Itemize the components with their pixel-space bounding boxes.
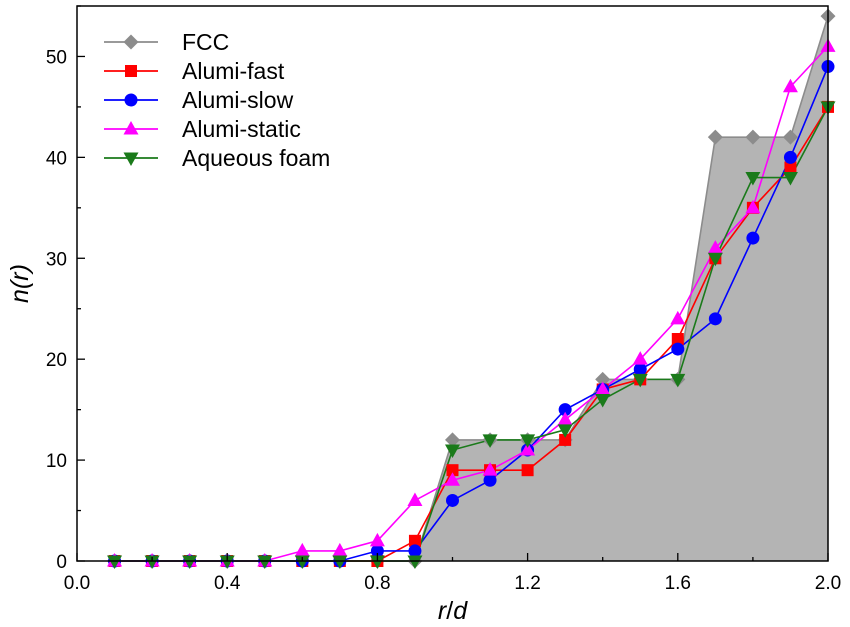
data-point-aqueous-foam [445, 444, 460, 458]
data-point-fcc [445, 432, 460, 448]
data-point-alumi-fast [671, 333, 684, 345]
data-point-aqueous-foam [144, 555, 160, 569]
y-tick-label: 40 [46, 148, 67, 169]
data-point-alumi-static [407, 492, 423, 506]
data-point-alumi-fast [559, 433, 572, 446]
data-point-alumi-slow [671, 342, 685, 356]
legend-label: Alumi-fast [182, 58, 285, 84]
y-axis-label-part: r [6, 271, 34, 281]
legend-label: Alumi-slow [182, 87, 294, 113]
data-point-aqueous-foam [557, 424, 573, 438]
data-point-alumi-static [707, 240, 723, 254]
data-point-aqueous-foam [332, 555, 348, 569]
data-point-alumi-slow [446, 493, 459, 507]
x-tick-label: 2.0 [815, 573, 841, 594]
data-point-aqueous-foam [107, 555, 123, 569]
legend-item-alumi-fast: Alumi-fast [104, 58, 285, 84]
data-point-alumi-fast [784, 161, 797, 174]
y-tick-label: 50 [46, 47, 67, 68]
data-point-alumi-static [294, 542, 310, 557]
data-point-alumi-slow [370, 544, 384, 558]
data-point-aqueous-foam [707, 252, 723, 267]
legend-item-fcc: FCC [104, 29, 229, 55]
data-point-fcc [745, 129, 761, 145]
legend: FCC Alumi-fast Alumi-slow Alumi-static Aqueo… [104, 29, 330, 171]
data-point-fcc [595, 371, 611, 387]
data-point-aqueous-foam [257, 555, 273, 569]
legend-marker [123, 121, 139, 135]
x-tick-label: 1.6 [665, 573, 691, 594]
data-point-alumi-static [445, 472, 460, 486]
data-point-alumi-static [595, 381, 611, 395]
legend-marker [125, 65, 137, 77]
data-point-aqueous-foam [745, 172, 761, 186]
data-point-aqueous-foam [407, 555, 423, 569]
data-point-alumi-static [745, 199, 761, 214]
data-point-fcc [707, 129, 723, 145]
data-point-aqueous-foam [294, 555, 310, 569]
data-point-aqueous-foam [782, 172, 798, 186]
x-tick-label: 0.0 [64, 573, 90, 594]
x-axis-label-part: r [438, 597, 448, 625]
fcc-area-layer [114, 16, 829, 562]
x-axis-label-part: / [446, 597, 453, 625]
legend-marker [123, 34, 139, 50]
x-tick-label: 0.4 [214, 573, 241, 594]
legend-label: Alumi-static [182, 116, 301, 142]
data-point-alumi-slow [483, 473, 497, 487]
series-markers-layer [107, 8, 836, 569]
legend-item-alumi-slow: Alumi-slow [104, 87, 294, 113]
data-point-aqueous-foam [482, 434, 498, 448]
data-point-alumi-slow [783, 150, 797, 164]
data-point-aqueous-foam [520, 434, 536, 448]
data-point-alumi-slow [633, 362, 647, 376]
legend-item-aqueous-foam: Aqueous foam [104, 145, 330, 171]
data-point-alumi-fast [446, 464, 459, 477]
y-tick-label: 0 [56, 552, 67, 573]
x-axis-label-part: d [453, 597, 468, 625]
y-axis-label: n(r) [6, 264, 34, 303]
data-point-alumi-static [670, 310, 686, 325]
data-point-alumi-static [369, 532, 385, 547]
data-point-alumi-static [632, 351, 648, 365]
data-point-alumi-fast [521, 464, 534, 477]
x-tick-label: 0.8 [364, 573, 390, 594]
data-point-aqueous-foam [182, 555, 198, 569]
data-point-alumi-slow [408, 544, 422, 558]
data-point-alumi-static [782, 78, 798, 93]
data-point-aqueous-foam [219, 555, 235, 569]
axis-ticks-layer: 0.0 0.4 0.8 1.2 1.6 2.0 0 10 20 30 40 50 [46, 5, 841, 594]
legend-marker [124, 93, 138, 107]
legend-label: FCC [182, 29, 229, 55]
data-point-alumi-static [332, 542, 348, 557]
legend-label: Aqueous foam [182, 145, 330, 171]
data-point-aqueous-foam [670, 373, 686, 388]
data-point-alumi-static [520, 442, 536, 456]
y-tick-label: 10 [46, 451, 67, 472]
data-point-fcc [782, 129, 798, 145]
data-point-aqueous-foam [632, 373, 648, 388]
data-point-aqueous-foam [595, 394, 611, 408]
data-point-alumi-fast [408, 534, 421, 547]
y-tick-label: 30 [46, 249, 67, 270]
data-point-alumi-slow [746, 231, 760, 245]
y-tick-label: 20 [46, 350, 67, 371]
data-point-aqueous-foam [369, 555, 385, 569]
data-point-alumi-static [482, 462, 498, 476]
fcc-area [114, 16, 829, 562]
legend-item-alumi-static: Alumi-static [104, 116, 301, 142]
data-point-alumi-slow [558, 403, 572, 417]
data-point-alumi-static [557, 411, 573, 426]
y-axis-label-part: n( [6, 278, 34, 303]
x-axis-label: r/d [438, 597, 468, 625]
legend-marker [123, 152, 139, 166]
y-axis-label-part: ) [6, 264, 34, 275]
x-tick-label: 1.2 [514, 573, 540, 594]
data-point-alumi-slow [708, 312, 722, 326]
